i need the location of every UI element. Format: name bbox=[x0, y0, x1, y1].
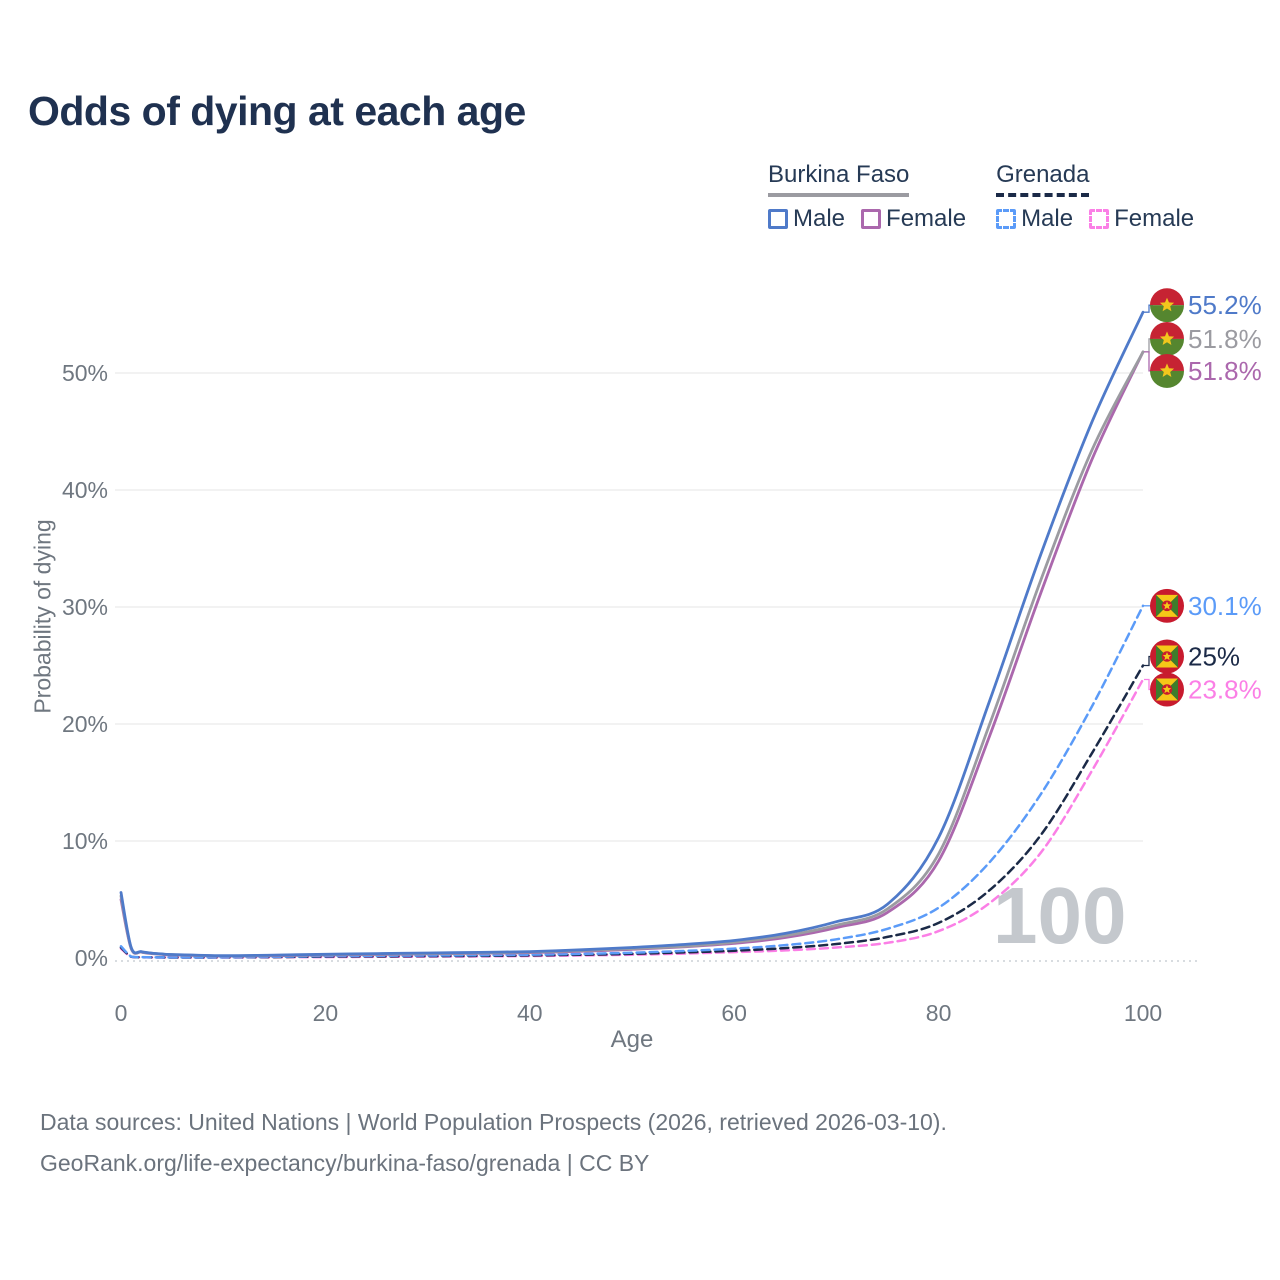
legend: Burkina Faso Male Female Grenada Male bbox=[768, 161, 1194, 233]
series-line-grenada-male[interactable] bbox=[119, 604, 1145, 959]
y-tick-label: 0% bbox=[75, 945, 108, 971]
legend-item-label: Male bbox=[1021, 205, 1074, 232]
end-value-label: 51.8% bbox=[1188, 324, 1262, 354]
y-axis-title: Probability of dying bbox=[29, 519, 56, 714]
end-value-label: 51.8% bbox=[1188, 356, 1262, 386]
dashed-male-swatch-icon bbox=[996, 209, 1017, 229]
burkina-faso-flag-icon bbox=[1150, 288, 1184, 323]
end-value-label: 30.1% bbox=[1188, 591, 1262, 621]
legend-item-label: Female bbox=[1114, 205, 1195, 232]
dashed-female-swatch-icon bbox=[1089, 209, 1110, 229]
footer-attribution: GeoRank.org/life-expectancy/burkina-faso… bbox=[40, 1150, 650, 1176]
x-axis-title: Age bbox=[610, 1026, 654, 1053]
x-tick-label: 80 bbox=[926, 1000, 952, 1026]
y-tick-label: 50% bbox=[62, 360, 108, 386]
legend-item-label: Male bbox=[793, 205, 846, 232]
solid-male-swatch-icon bbox=[768, 209, 788, 229]
burkina-faso-flag-icon bbox=[1150, 321, 1184, 356]
x-tick-label: 0 bbox=[115, 1000, 128, 1026]
legend-row: Male Female bbox=[996, 205, 1194, 233]
gridlines bbox=[115, 372, 1198, 962]
x-tick-label: 60 bbox=[721, 1000, 747, 1026]
grenada-flag-icon bbox=[1150, 672, 1184, 707]
x-tick-label: 40 bbox=[517, 1000, 543, 1026]
solid-female-swatch-icon bbox=[861, 209, 882, 229]
end-value-label: 23.8% bbox=[1188, 675, 1262, 705]
legend-item-burkina-female[interactable]: Female bbox=[861, 205, 966, 233]
series-line-burkina-faso-both-sexes[interactable] bbox=[119, 350, 1145, 958]
footer: Data sources: United Nations | World Pop… bbox=[40, 1102, 947, 1184]
x-tick-label: 100 bbox=[1124, 1000, 1162, 1026]
series-line-grenada-both-sexes[interactable] bbox=[119, 664, 1145, 959]
y-tick-label: 40% bbox=[62, 477, 108, 503]
legend-group-grenada: Grenada Male Female bbox=[996, 161, 1194, 233]
grenada-flag-icon bbox=[1150, 588, 1184, 623]
legend-country-burkina-faso[interactable]: Burkina Faso bbox=[768, 161, 910, 197]
x-tick-label: 20 bbox=[313, 1000, 339, 1026]
legend-country-grenada[interactable]: Grenada bbox=[996, 161, 1090, 197]
y-tick-label: 10% bbox=[62, 828, 108, 854]
axis-ticks: 0% 10% 20% 30% 40% 50% 0 20 40 60 80 100 bbox=[62, 360, 1162, 1026]
footer-sources: Data sources: United Nations | World Pop… bbox=[40, 1109, 947, 1135]
series-line-burkina-faso-male[interactable] bbox=[119, 310, 1145, 958]
legend-row: Male Female bbox=[768, 205, 966, 233]
legend-group-burkina-faso: Burkina Faso Male Female bbox=[768, 161, 966, 233]
legend-item-burkina-male[interactable]: Male bbox=[768, 205, 845, 233]
legend-item-grenada-male[interactable]: Male bbox=[996, 205, 1073, 233]
burkina-faso-flag-icon bbox=[1150, 353, 1184, 388]
y-tick-label: 30% bbox=[62, 594, 108, 620]
series-line-burkina-faso-female[interactable] bbox=[119, 350, 1145, 958]
end-value-label: 25% bbox=[1188, 642, 1240, 672]
end-value-label: 55.2% bbox=[1188, 290, 1262, 320]
age-indicator: 100 bbox=[993, 871, 1127, 960]
y-tick-label: 20% bbox=[62, 711, 108, 737]
legend-item-grenada-female[interactable]: Female bbox=[1089, 205, 1194, 233]
series-end-labels: 55.2% 51.8%51.8% 30.1% 25%23.8% bbox=[1144, 288, 1262, 707]
grenada-flag-icon bbox=[1150, 639, 1184, 674]
page-title: Odds of dying at each age bbox=[28, 88, 526, 134]
series-lines bbox=[119, 310, 1145, 959]
legend-item-label: Female bbox=[886, 205, 967, 232]
